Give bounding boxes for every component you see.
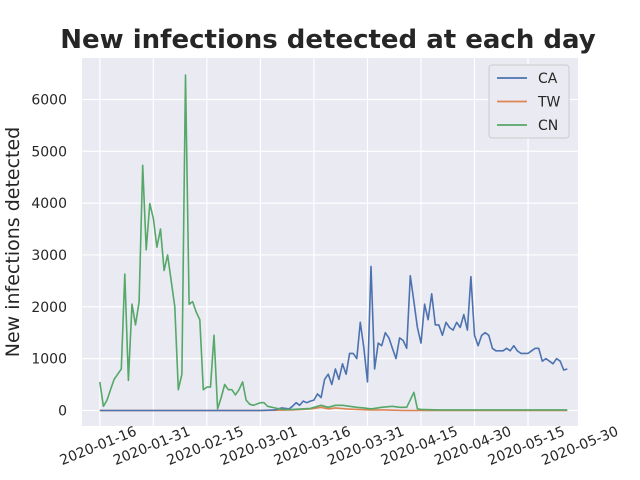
series-line-ca bbox=[99, 265, 568, 412]
chart-title: New infections detected at each day bbox=[60, 25, 595, 55]
legend-label-tw: TW bbox=[537, 95, 561, 111]
x-tick-labels: 2020-01-162020-01-312020-02-152020-03-01… bbox=[58, 424, 621, 469]
y-tick-label: 6000 bbox=[31, 92, 67, 108]
y-tick-label: 5000 bbox=[31, 144, 67, 160]
y-tick-label: 1000 bbox=[31, 352, 67, 368]
legend: CA TW CN bbox=[488, 64, 570, 139]
legend-label-ca: CA bbox=[538, 71, 558, 87]
series-line-cn bbox=[99, 74, 568, 411]
legend-box bbox=[488, 64, 570, 139]
legend-label-cn: CN bbox=[538, 118, 558, 134]
y-tick-label: 0 bbox=[58, 403, 67, 419]
y-axis-label: New infections detected bbox=[2, 127, 24, 358]
y-tick-labels: 0 1000 2000 3000 4000 5000 6000 bbox=[31, 92, 67, 419]
series-lines bbox=[99, 74, 568, 412]
y-tick-label: 4000 bbox=[31, 196, 67, 212]
y-tick-label: 2000 bbox=[31, 300, 67, 316]
y-tick-label: 3000 bbox=[31, 248, 67, 264]
